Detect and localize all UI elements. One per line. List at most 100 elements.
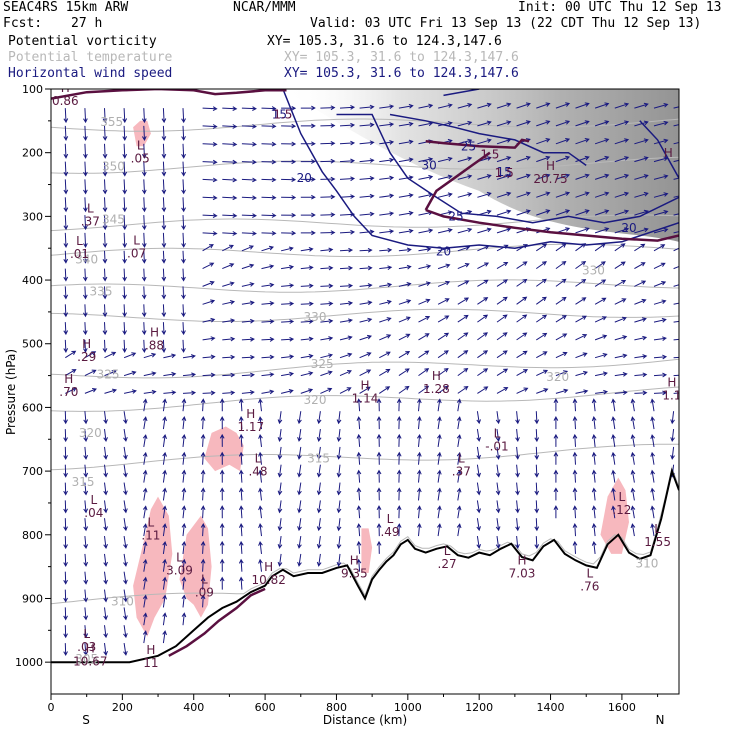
wind-vector-arrow [202,177,218,183]
theta-contour-label: 325 [97,367,120,381]
wind-vector-arrow [163,353,177,359]
wind-vector-arrow [418,228,434,234]
wind-vector-arrow [83,464,89,478]
wind-vector-arrow [437,228,453,234]
wind-vector-arrow [356,433,362,447]
wind-vector-arrow [122,125,128,141]
wind-vector-arrow [611,505,616,519]
wind-vector-arrow [575,138,590,145]
wind-vector-arrow [379,140,395,145]
wind-vector-arrow [241,318,255,324]
wind-vector-arrow [181,197,186,213]
wind-vector-arrow [202,262,215,270]
wind-vector-arrow [336,553,342,567]
wind-vector-arrow [594,120,610,127]
wind-vector-arrow [495,500,501,514]
wind-vector-arrow [359,386,371,394]
wind-vector-arrow [591,523,597,537]
wind-vector-arrow [614,390,628,396]
wind-vector-arrow [83,108,88,124]
wind-vector-arrow [476,500,481,514]
wind-vector-arrow [653,227,669,234]
wind-vector-arrow [379,211,395,216]
wind-vector-arrow [300,159,316,164]
wind-vector-arrow [670,429,675,443]
wind-vector-arrow [477,386,489,394]
wind-vector-arrow [238,487,244,501]
wind-vector-arrow [83,446,89,460]
extremum-marker: H7.03 [509,554,536,581]
wind-vector-arrow [516,173,531,180]
wind-vector-arrow [575,297,587,305]
extremum-type: H [246,407,255,421]
wind-vector-arrow [222,390,236,396]
wind-vector-arrow [161,197,167,213]
wind-vector-arrow [572,416,578,430]
extremum-value: 1.17 [237,420,264,434]
wind-vector-arrow [83,411,89,425]
wind-vector-arrow [102,125,108,141]
wind-vector-arrow [376,398,382,412]
wind-vector-arrow [300,283,314,289]
wind-vector-arrow [219,505,225,519]
wind-vector-arrow [202,390,216,396]
wind-vector-arrow [591,433,597,447]
wind-vector-arrow [359,247,373,253]
wind-vector-arrow [476,411,481,425]
wind-vector-arrow [82,250,88,264]
wind-vector-arrow [457,314,469,323]
wind-vector-arrow [84,388,97,394]
wind-vector-arrow [356,540,362,554]
wind-vector-arrow [123,429,128,442]
wind-vector-arrow [359,104,375,110]
wind-vector-arrow [339,212,356,217]
wind-vector-arrow [123,500,128,514]
wind-vector-arrow [202,372,216,378]
extremum-marker: L.07 [127,233,146,260]
wind-vector-arrow [339,283,354,289]
wind-vector-arrow [181,232,186,248]
wind-vector-arrow [611,451,616,465]
wind-vector-arrow [379,104,395,109]
wind-vector-arrow [634,372,648,378]
wind-vector-arrow [103,482,108,496]
wind-vector-arrow [63,250,69,264]
wind-vector-arrow [142,541,148,554]
wind-vector-arrow [238,505,244,519]
wind-vector-arrow [437,385,449,394]
wind-vector-arrow [536,369,549,377]
wind-vector-arrow [653,156,669,163]
wind-vector-arrow [241,300,255,306]
wind-vector-arrow [222,372,236,378]
wind-vector-arrow [516,332,528,341]
wind-vector-arrow [594,334,608,341]
wind-speed-contour-label: 15 [497,165,512,179]
wind-vector-arrow [63,197,69,213]
wind-vector-arrow [650,469,655,483]
wind-vector-arrow [63,286,69,300]
wind-vector-arrow [673,265,679,270]
wind-vector-arrow [83,215,88,231]
wind-vector-arrow [516,155,531,163]
wind-vector-arrow [181,304,186,318]
wind-vector-arrow [339,247,354,253]
wind-vector-arrow [141,215,147,231]
wind-vector-arrow [123,482,128,496]
wind-vector-arrow [300,212,316,218]
pv-contour-label: 1.5 [480,148,499,162]
wind-vector-arrow [477,350,489,359]
wind-vector-arrow [630,434,636,447]
wind-vector-arrow [555,333,568,341]
wind-vector-arrow [161,304,167,318]
extremum-value: 7.03 [509,567,536,581]
wind-vector-arrow [281,354,295,360]
wind-vector-arrow [181,451,187,465]
wind-speed-contour-label: 20 [621,221,636,235]
field-wind-xy: XY= 105.3, 31.6 to 124.3,147.6 [284,66,519,81]
wind-vector-arrow [181,612,187,626]
wind-vector-arrow [202,141,218,147]
wind-vector-arrow [103,625,108,639]
extremum-marker: H0.86 [52,89,79,108]
wind-vector-arrow [594,191,610,198]
wind-vector-arrow [219,469,225,483]
